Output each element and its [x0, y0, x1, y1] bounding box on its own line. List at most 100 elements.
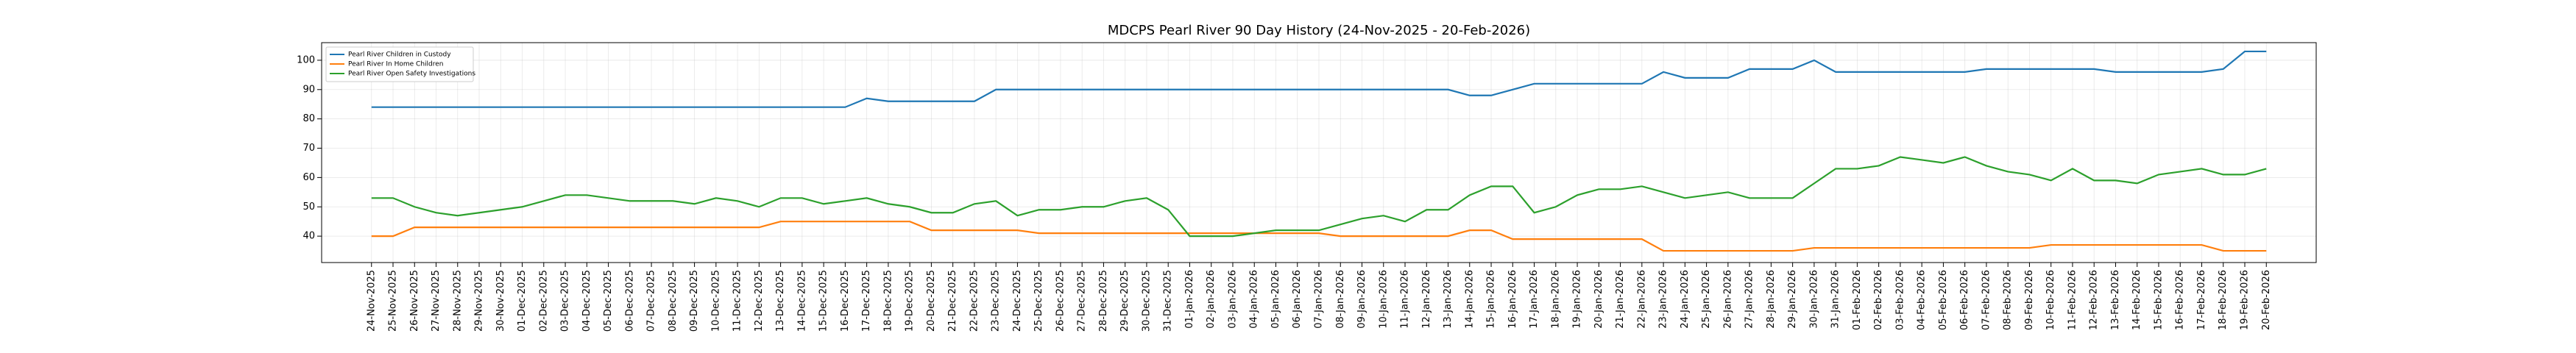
series-line — [371, 50, 2267, 108]
series-line — [371, 221, 2267, 252]
x-tick-label: 28-Dec-2025 — [1098, 270, 1109, 332]
x-tick-label: 01-Jan-2026 — [1184, 270, 1195, 329]
x-tick-label: 11-Jan-2026 — [1400, 270, 1411, 329]
x-tick-label: 25-Dec-2025 — [1033, 270, 1044, 332]
x-tick-label: 06-Feb-2026 — [1959, 270, 1970, 330]
legend-label: Pearl River In Home Children — [348, 61, 444, 68]
y-tick-label: 50 — [302, 202, 315, 213]
x-tick-label: 22-Dec-2025 — [969, 270, 980, 332]
x-tick-label: 08-Jan-2026 — [1335, 270, 1346, 329]
x-tick-label: 17-Feb-2026 — [2196, 270, 2207, 330]
x-tick-label: 07-Dec-2025 — [646, 270, 657, 332]
x-tick-label: 29-Jan-2026 — [1787, 270, 1798, 329]
x-tick-label: 06-Jan-2026 — [1292, 270, 1303, 329]
x-tick-label: 01-Feb-2026 — [1852, 270, 1863, 330]
x-tick-label: 21-Jan-2026 — [1615, 270, 1626, 329]
x-tick-label: 12-Jan-2026 — [1421, 270, 1432, 329]
x-tick-label: 27-Jan-2026 — [1744, 270, 1755, 329]
x-tick-label: 12-Feb-2026 — [2089, 270, 2100, 330]
x-tick-label: 11-Feb-2026 — [2067, 270, 2078, 330]
x-tick-label: 14-Jan-2026 — [1464, 270, 1475, 329]
y-tick-label: 40 — [302, 231, 315, 242]
x-tick-label: 09-Dec-2025 — [689, 270, 700, 332]
x-tick-label: 18-Feb-2026 — [2218, 270, 2229, 330]
x-tick-label: 20-Dec-2025 — [926, 270, 937, 332]
x-tick-label: 04-Feb-2026 — [1917, 270, 1928, 330]
x-tick-label: 14-Dec-2025 — [796, 270, 807, 332]
series-line — [371, 156, 2267, 238]
x-tick-label: 09-Feb-2026 — [2024, 270, 2035, 330]
x-tick-label: 24-Jan-2026 — [1680, 270, 1691, 329]
x-tick-label: 23-Dec-2025 — [991, 270, 1002, 332]
y-tick-label: 100 — [297, 54, 315, 65]
x-tick-label: 04-Dec-2025 — [581, 270, 592, 332]
x-tick-label: 08-Feb-2026 — [2003, 270, 2014, 330]
x-tick-label: 05-Jan-2026 — [1270, 270, 1281, 329]
x-tick-label: 31-Jan-2026 — [1830, 270, 1841, 329]
x-tick-label: 03-Jan-2026 — [1227, 270, 1238, 329]
x-tick-label: 19-Dec-2025 — [905, 270, 916, 332]
legend: Pearl River Children in Custody Pearl Riv… — [325, 46, 475, 82]
x-tick-label: 01-Dec-2025 — [517, 270, 528, 332]
x-tick-label: 07-Feb-2026 — [1981, 270, 1992, 330]
x-tick-label: 16-Jan-2026 — [1507, 270, 1518, 329]
x-tick-label: 28-Nov-2025 — [452, 270, 463, 332]
x-tick-label: 27-Nov-2025 — [431, 270, 442, 332]
x-tick-label: 15-Dec-2025 — [818, 270, 829, 332]
x-tick-label: 14-Feb-2026 — [2131, 270, 2142, 330]
x-tick-label: 17-Jan-2026 — [1529, 270, 1540, 329]
x-tick-label: 16-Dec-2025 — [840, 270, 851, 332]
x-tick-label: 10-Feb-2026 — [2045, 270, 2056, 330]
x-tick-label: 03-Feb-2026 — [1894, 270, 1906, 330]
x-tick-label: 05-Dec-2025 — [603, 270, 614, 332]
x-tick-label: 11-Dec-2025 — [732, 270, 743, 332]
x-tick-label: 26-Jan-2026 — [1722, 270, 1733, 329]
x-tick-label: 06-Dec-2025 — [624, 270, 635, 332]
x-tick-label: 28-Jan-2026 — [1766, 270, 1777, 329]
x-tick-label: 02-Jan-2026 — [1206, 270, 1217, 329]
legend-box — [325, 46, 474, 82]
x-tick-label: 10-Dec-2025 — [710, 270, 721, 332]
x-tick-label: 22-Jan-2026 — [1636, 270, 1647, 329]
chart-title: MDCPS Pearl River 90 Day History (24-Nov… — [1108, 23, 1530, 38]
x-tick-label: 19-Feb-2026 — [2239, 270, 2250, 330]
x-tick-label: 17-Dec-2025 — [861, 270, 872, 332]
y-tick-label: 90 — [302, 84, 315, 95]
x-tick-label: 31-Dec-2025 — [1163, 270, 1174, 332]
legend-label: Pearl River Children in Custody — [348, 51, 451, 59]
x-tick-label: 29-Dec-2025 — [1119, 270, 1130, 332]
x-tick-label: 26-Dec-2025 — [1055, 270, 1066, 332]
x-tick-label: 25-Nov-2025 — [388, 270, 399, 332]
x-tick-label: 13-Feb-2026 — [2110, 270, 2121, 330]
y-tick-label: 80 — [302, 113, 315, 124]
x-tick-label: 30-Dec-2025 — [1141, 270, 1152, 332]
legend-label: Pearl River Open Safety Investigations — [348, 71, 475, 78]
x-tick-label: 13-Dec-2025 — [775, 270, 786, 332]
y-tick-label: 60 — [302, 172, 315, 183]
x-tick-label: 21-Dec-2025 — [947, 270, 958, 332]
x-tick-label: 10-Jan-2026 — [1378, 270, 1389, 329]
plot-frame — [321, 42, 2317, 263]
x-tick-label: 12-Dec-2025 — [754, 270, 765, 332]
x-tick-label: 24-Dec-2025 — [1012, 270, 1023, 332]
x-tick-label: 16-Feb-2026 — [2175, 270, 2186, 330]
x-tick-label: 29-Nov-2025 — [474, 270, 485, 332]
x-tick-label: 23-Jan-2026 — [1658, 270, 1669, 329]
x-tick-label: 30-Jan-2026 — [1808, 270, 1819, 329]
x-tick-label: 20-Jan-2026 — [1593, 270, 1604, 329]
x-tick-label: 08-Dec-2025 — [668, 270, 679, 332]
x-tick-label: 04-Jan-2026 — [1249, 270, 1260, 329]
x-tick-label: 03-Dec-2025 — [560, 270, 571, 332]
x-tick-label: 13-Jan-2026 — [1443, 270, 1454, 329]
x-tick-label: 07-Jan-2026 — [1314, 270, 1325, 329]
x-tick-label: 02-Feb-2026 — [1873, 270, 1884, 330]
x-tick-label: 30-Nov-2025 — [495, 270, 506, 332]
x-tick-label: 19-Jan-2026 — [1572, 270, 1583, 329]
x-tick-label: 15-Jan-2026 — [1486, 270, 1497, 329]
x-tick-label: 15-Feb-2026 — [2153, 270, 2164, 330]
x-tick-label: 26-Nov-2025 — [409, 270, 420, 332]
x-tick-label: 25-Jan-2026 — [1701, 270, 1712, 329]
x-tick-label: 02-Dec-2025 — [538, 270, 549, 332]
x-tick-label: 05-Feb-2026 — [1938, 270, 1949, 330]
